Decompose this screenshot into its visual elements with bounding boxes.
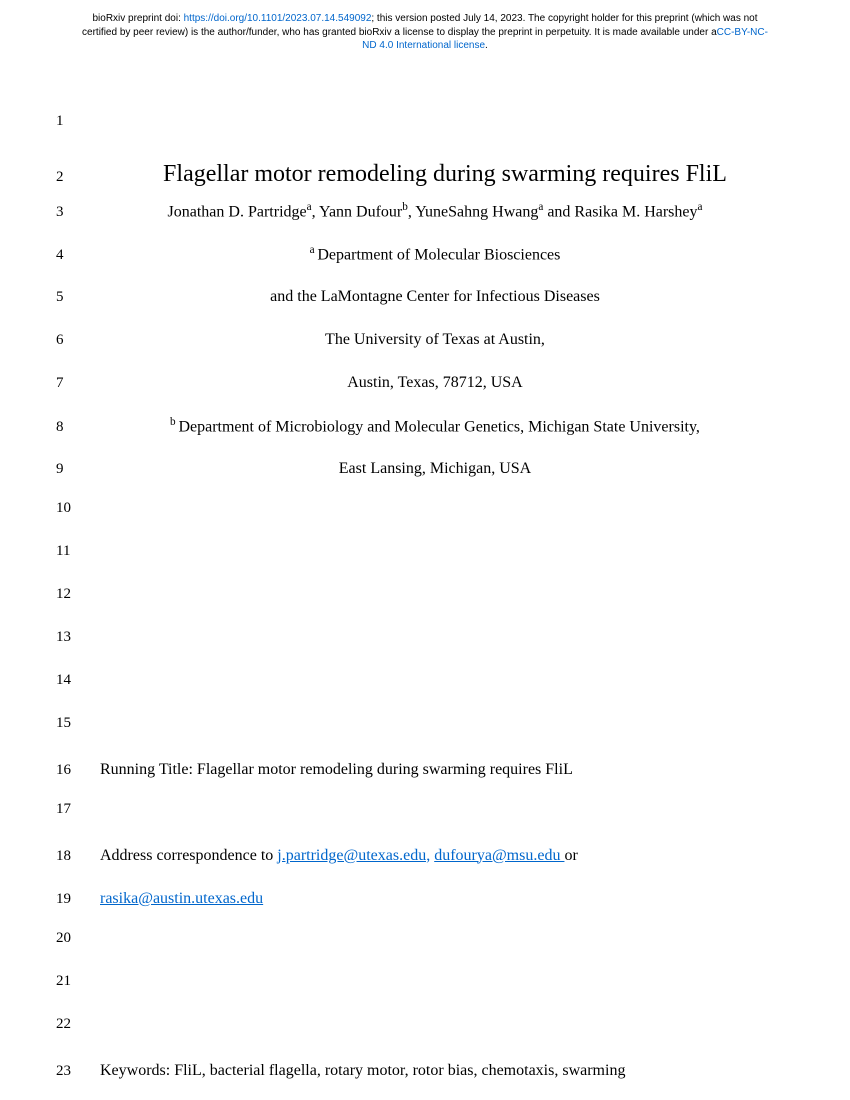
email-link[interactable]: dufourya@msu.edu	[434, 847, 564, 864]
header-prefix: bioRxiv preprint doi:	[92, 13, 183, 24]
line-number: 23	[50, 1063, 100, 1080]
line-13: 13	[50, 629, 770, 670]
line-number: 11	[50, 543, 100, 560]
line-number: 13	[50, 629, 100, 646]
line-22: 22	[50, 1016, 770, 1057]
line-number: 22	[50, 1016, 100, 1033]
author: Jonathan D. Partridge	[168, 203, 307, 220]
line-number: 2	[50, 169, 100, 186]
line-number: 17	[50, 801, 100, 818]
affiliation: The University of Texas at Austin,	[100, 328, 770, 352]
line-number: 10	[50, 500, 100, 517]
line-number: 1	[50, 113, 100, 130]
email-link[interactable]: j.partridge@utexas.edu,	[277, 847, 430, 864]
corr-prefix: Address correspondence to	[100, 847, 277, 864]
line-8: 8 b Department of Microbiology and Molec…	[50, 414, 770, 455]
line-3: 3 Jonathan D. Partridgea, Yann Dufourb, …	[50, 199, 770, 240]
line-number: 20	[50, 930, 100, 947]
keywords: Keywords: FliL, bacterial flagella, rota…	[100, 1059, 770, 1083]
affiliation: Austin, Texas, 78712, USA	[100, 371, 770, 395]
author: , Yann Dufour	[312, 203, 403, 220]
line-number: 16	[50, 762, 100, 779]
line-21: 21	[50, 973, 770, 1014]
line-19: 19 rasika@austin.utexas.edu	[50, 887, 770, 928]
line-6: 6 The University of Texas at Austin,	[50, 328, 770, 369]
running-title: Running Title: Flagellar motor remodelin…	[100, 758, 770, 782]
email-link[interactable]: rasika@austin.utexas.edu	[100, 890, 263, 907]
affiliation: b Department of Microbiology and Molecul…	[100, 414, 770, 439]
line-number: 9	[50, 461, 100, 478]
correspondence: rasika@austin.utexas.edu	[100, 887, 770, 911]
line-number: 3	[50, 204, 100, 221]
line-number: 5	[50, 289, 100, 306]
correspondence: Address correspondence to j.partridge@ut…	[100, 844, 770, 868]
line-number: 6	[50, 332, 100, 349]
line-18: 18 Address correspondence to j.partridge…	[50, 844, 770, 885]
header-suffix: .	[485, 40, 488, 51]
line-number: 4	[50, 247, 100, 264]
affil-sup: a	[698, 201, 703, 213]
line-4: 4 a Department of Molecular Biosciences	[50, 242, 770, 283]
line-10: 10	[50, 500, 770, 541]
line-number: 12	[50, 586, 100, 603]
authors: Jonathan D. Partridgea, Yann Dufourb, Yu…	[100, 199, 770, 224]
line-number: 18	[50, 848, 100, 865]
manuscript-body: 1 2 Flagellar motor remodeling during sw…	[0, 53, 850, 1100]
line-number: 7	[50, 375, 100, 392]
line-number: 19	[50, 891, 100, 908]
line-7: 7 Austin, Texas, 78712, USA	[50, 371, 770, 412]
line-15: 15	[50, 715, 770, 756]
line-20: 20	[50, 930, 770, 971]
article-title: Flagellar motor remodeling during swarmi…	[100, 156, 770, 192]
line-number: 21	[50, 973, 100, 990]
preprint-notice: bioRxiv preprint doi: https://doi.org/10…	[0, 0, 850, 53]
affiliation: a Department of Molecular Biosciences	[100, 242, 770, 267]
line-2: 2 Flagellar motor remodeling during swar…	[50, 156, 770, 197]
line-12: 12	[50, 586, 770, 627]
affil-text: Department of Microbiology and Molecular…	[178, 418, 700, 435]
line-5: 5 and the LaMontagne Center for Infectio…	[50, 285, 770, 326]
author: , YuneSahng Hwang	[408, 203, 539, 220]
affiliation: East Lansing, Michigan, USA	[100, 457, 770, 481]
line-14: 14	[50, 672, 770, 713]
author: and Rasika M. Harshey	[543, 203, 697, 220]
line-number: 14	[50, 672, 100, 689]
line-1: 1	[50, 113, 770, 154]
line-11: 11	[50, 543, 770, 584]
line-16: 16 Running Title: Flagellar motor remode…	[50, 758, 770, 799]
affil-text: Department of Molecular Biosciences	[317, 246, 560, 263]
line-number: 8	[50, 419, 100, 436]
corr-suffix: or	[564, 847, 577, 864]
line-9: 9 East Lansing, Michigan, USA	[50, 457, 770, 498]
line-number: 15	[50, 715, 100, 732]
line-17: 17	[50, 801, 770, 842]
affiliation: and the LaMontagne Center for Infectious…	[100, 285, 770, 309]
line-23: 23 Keywords: FliL, bacterial flagella, r…	[50, 1059, 770, 1100]
doi-link[interactable]: https://doi.org/10.1101/2023.07.14.54909…	[184, 13, 372, 24]
